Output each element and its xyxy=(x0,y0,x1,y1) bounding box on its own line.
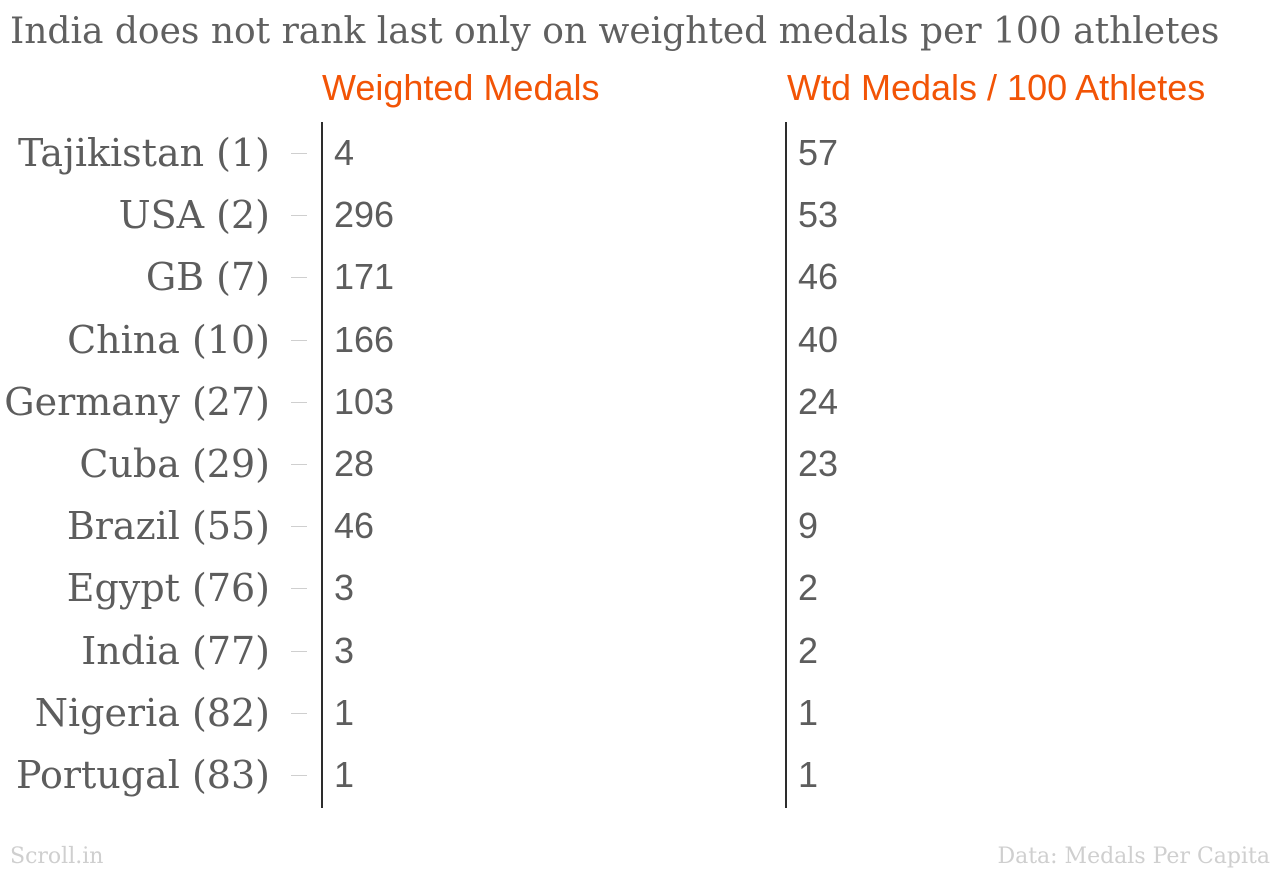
weighted-medals-value: 46 xyxy=(334,505,375,547)
row-label: Brazil (55) xyxy=(66,504,270,549)
row-label: Germany (27) xyxy=(4,379,270,424)
per-100-athletes-value: 1 xyxy=(798,691,819,733)
row-label: Egypt (76) xyxy=(66,566,270,611)
per-100-athletes-value: 46 xyxy=(798,256,839,298)
chart-title: India does not rank last only on weighte… xyxy=(10,11,1220,52)
per-100-athletes-value: 2 xyxy=(798,629,819,671)
row-tick xyxy=(291,526,307,527)
weighted-medals-value: 3 xyxy=(334,567,355,609)
per-100-athletes-value: 23 xyxy=(798,443,839,484)
column-header-weighted-medals: Weighted Medals xyxy=(322,67,600,108)
row-label: Tajikistan (1) xyxy=(18,131,270,175)
row-label: Nigeria (82) xyxy=(34,690,270,735)
per-100-athletes-value: 9 xyxy=(798,505,819,547)
row-tick xyxy=(291,651,307,652)
weighted-medals-value: 171 xyxy=(334,256,395,298)
axis-line-weighted-medals xyxy=(321,122,323,808)
row-label: China (10) xyxy=(67,317,270,362)
per-100-athletes-value: 1 xyxy=(798,754,819,795)
row-label: Cuba (29) xyxy=(79,442,270,486)
row-tick xyxy=(291,153,307,154)
footer-source-right: Data: Medals Per Capita xyxy=(997,844,1270,869)
row-label: Portugal (83) xyxy=(15,753,270,797)
row-tick xyxy=(291,215,307,216)
row-label: USA (2) xyxy=(118,193,270,238)
row-tick xyxy=(291,402,307,403)
weighted-medals-value: 1 xyxy=(334,691,355,733)
row-tick xyxy=(291,340,307,341)
weighted-medals-value: 103 xyxy=(334,380,395,422)
per-100-athletes-value: 2 xyxy=(798,567,819,609)
row-tick xyxy=(291,713,307,714)
weighted-medals-value: 296 xyxy=(334,194,395,236)
weighted-medals-value: 1 xyxy=(334,754,355,795)
row-tick xyxy=(291,775,307,776)
weighted-medals-value: 4 xyxy=(334,132,355,173)
axis-line-per-100-athletes xyxy=(785,122,787,808)
row-tick xyxy=(291,464,307,465)
per-100-athletes-value: 24 xyxy=(798,380,839,422)
weighted-medals-value: 3 xyxy=(334,629,355,671)
weighted-medals-value: 28 xyxy=(334,443,375,484)
per-100-athletes-value: 53 xyxy=(798,194,839,236)
row-label: GB (7) xyxy=(145,255,270,300)
weighted-medals-value: 166 xyxy=(334,318,395,360)
per-100-athletes-value: 57 xyxy=(798,132,839,173)
column-header-per-100-athletes: Wtd Medals / 100 Athletes xyxy=(787,67,1206,108)
per-100-athletes-value: 40 xyxy=(798,318,839,360)
row-tick xyxy=(291,588,307,589)
row-tick xyxy=(291,277,307,278)
footer-source-left: Scroll.in xyxy=(10,844,104,869)
row-label: India (77) xyxy=(81,628,270,673)
